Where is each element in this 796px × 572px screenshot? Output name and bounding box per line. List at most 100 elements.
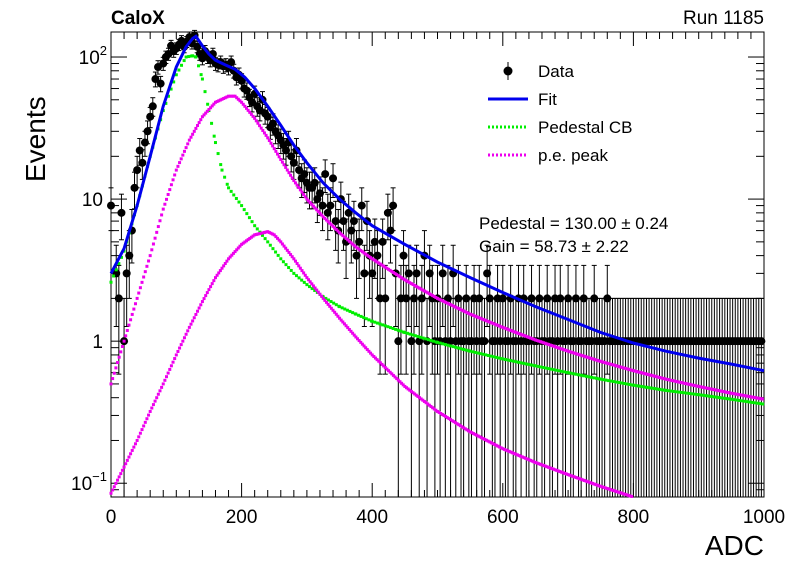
pe-dot (419, 287, 423, 291)
pe-dot (512, 330, 516, 334)
pe-dot (117, 355, 121, 359)
pe-dot (476, 315, 480, 319)
pe-dot (726, 391, 730, 395)
pe-dot (308, 201, 312, 205)
pe-dot (135, 296, 139, 300)
pe-dot (511, 329, 515, 333)
pedestal-dot (644, 385, 648, 389)
pe-dot (586, 480, 590, 484)
pe-dot (227, 94, 231, 98)
pedestal-dot (199, 73, 203, 77)
data-point (133, 166, 142, 175)
pe-dot (442, 300, 446, 304)
pedestal-dot (473, 350, 477, 354)
pe-dot (664, 377, 668, 381)
pe-dot (150, 406, 154, 410)
pedestal-dot (284, 263, 288, 267)
pe-dot (747, 395, 751, 399)
pe-dot (579, 353, 583, 357)
pe-dot (491, 442, 495, 446)
pedestal-dot (378, 322, 382, 326)
pe-dot (527, 335, 531, 339)
pe-dot (352, 333, 356, 337)
pe-dot (589, 356, 593, 360)
pe-dot (635, 370, 639, 374)
data-point (138, 158, 147, 167)
pe-dot (401, 383, 405, 387)
legend-label: Data (538, 62, 574, 81)
pedestal-dot (631, 383, 635, 387)
pe-dot (148, 254, 152, 258)
pedestal-dot (667, 389, 671, 393)
pe-dot (387, 369, 391, 373)
pe-dot (710, 387, 714, 391)
pedestal-dot (732, 398, 736, 402)
pe-dot (137, 291, 141, 295)
pedestal-dot (552, 368, 556, 372)
pedestal-dot (655, 387, 659, 391)
pe-dot (592, 357, 596, 361)
pedestal-dot (527, 362, 531, 366)
y-tick-label: 10−1 (71, 469, 107, 495)
pe-dot (493, 322, 497, 326)
pe-dot (329, 306, 333, 310)
pe-dot (594, 358, 598, 362)
pedestal-dot (169, 87, 173, 91)
y-tick-label: 10 (82, 190, 103, 211)
pedestal-dot (697, 393, 701, 397)
pe-dot (398, 380, 402, 384)
pe-dot (569, 350, 573, 354)
pe-dot (579, 477, 583, 481)
pe-dot (259, 231, 263, 235)
pedestal-dot (348, 309, 352, 313)
pe-dot (238, 99, 242, 103)
pe-dot (279, 157, 283, 161)
pe-dot (656, 375, 660, 379)
pe-dot (711, 388, 715, 392)
pe-dot (168, 367, 172, 371)
data-point (151, 75, 160, 84)
pedestal-dot (669, 389, 673, 393)
data-point (564, 294, 573, 303)
data-point (417, 294, 426, 303)
pe-dot (393, 272, 397, 276)
pedestal-dot (620, 381, 624, 385)
pedestal-dot (459, 347, 463, 351)
pe-dot (129, 452, 133, 456)
pedestal-dot (479, 352, 483, 356)
pedestal-dot (492, 355, 496, 359)
pe-dot (271, 232, 275, 236)
pe-dot (336, 229, 340, 233)
pe-dot (627, 367, 631, 371)
pedestal-dot (367, 318, 371, 322)
pe-dot (555, 345, 559, 349)
pe-dot (380, 263, 384, 267)
pedestal-dot (172, 80, 176, 84)
pedestal-dot (180, 63, 184, 67)
pe-dot (706, 386, 710, 390)
pe-dot (385, 266, 389, 270)
pedestal-cb-series (109, 54, 765, 406)
pedestal-dot (745, 400, 749, 404)
pe-dot (533, 338, 537, 342)
pedestal-dot (614, 380, 618, 384)
pe-dot (271, 144, 275, 148)
pe-dot (276, 236, 280, 240)
pe-dot (111, 377, 115, 381)
pe-dot (398, 275, 402, 279)
pedestal-dot (539, 365, 543, 369)
pe-dot (303, 273, 307, 277)
pe-dot (331, 308, 335, 312)
pe-dot (373, 259, 377, 263)
pe-dot (388, 268, 392, 272)
pe-dot (409, 389, 413, 393)
pe-dot (114, 366, 118, 370)
pe-dot (218, 269, 222, 273)
pe-dot (390, 269, 394, 273)
pe-dot (422, 399, 426, 403)
pedestal-dot (750, 400, 754, 404)
pe-dot (289, 253, 293, 257)
pe-dot (295, 262, 299, 266)
pe-dot (230, 94, 234, 98)
pe-dot (297, 264, 301, 268)
